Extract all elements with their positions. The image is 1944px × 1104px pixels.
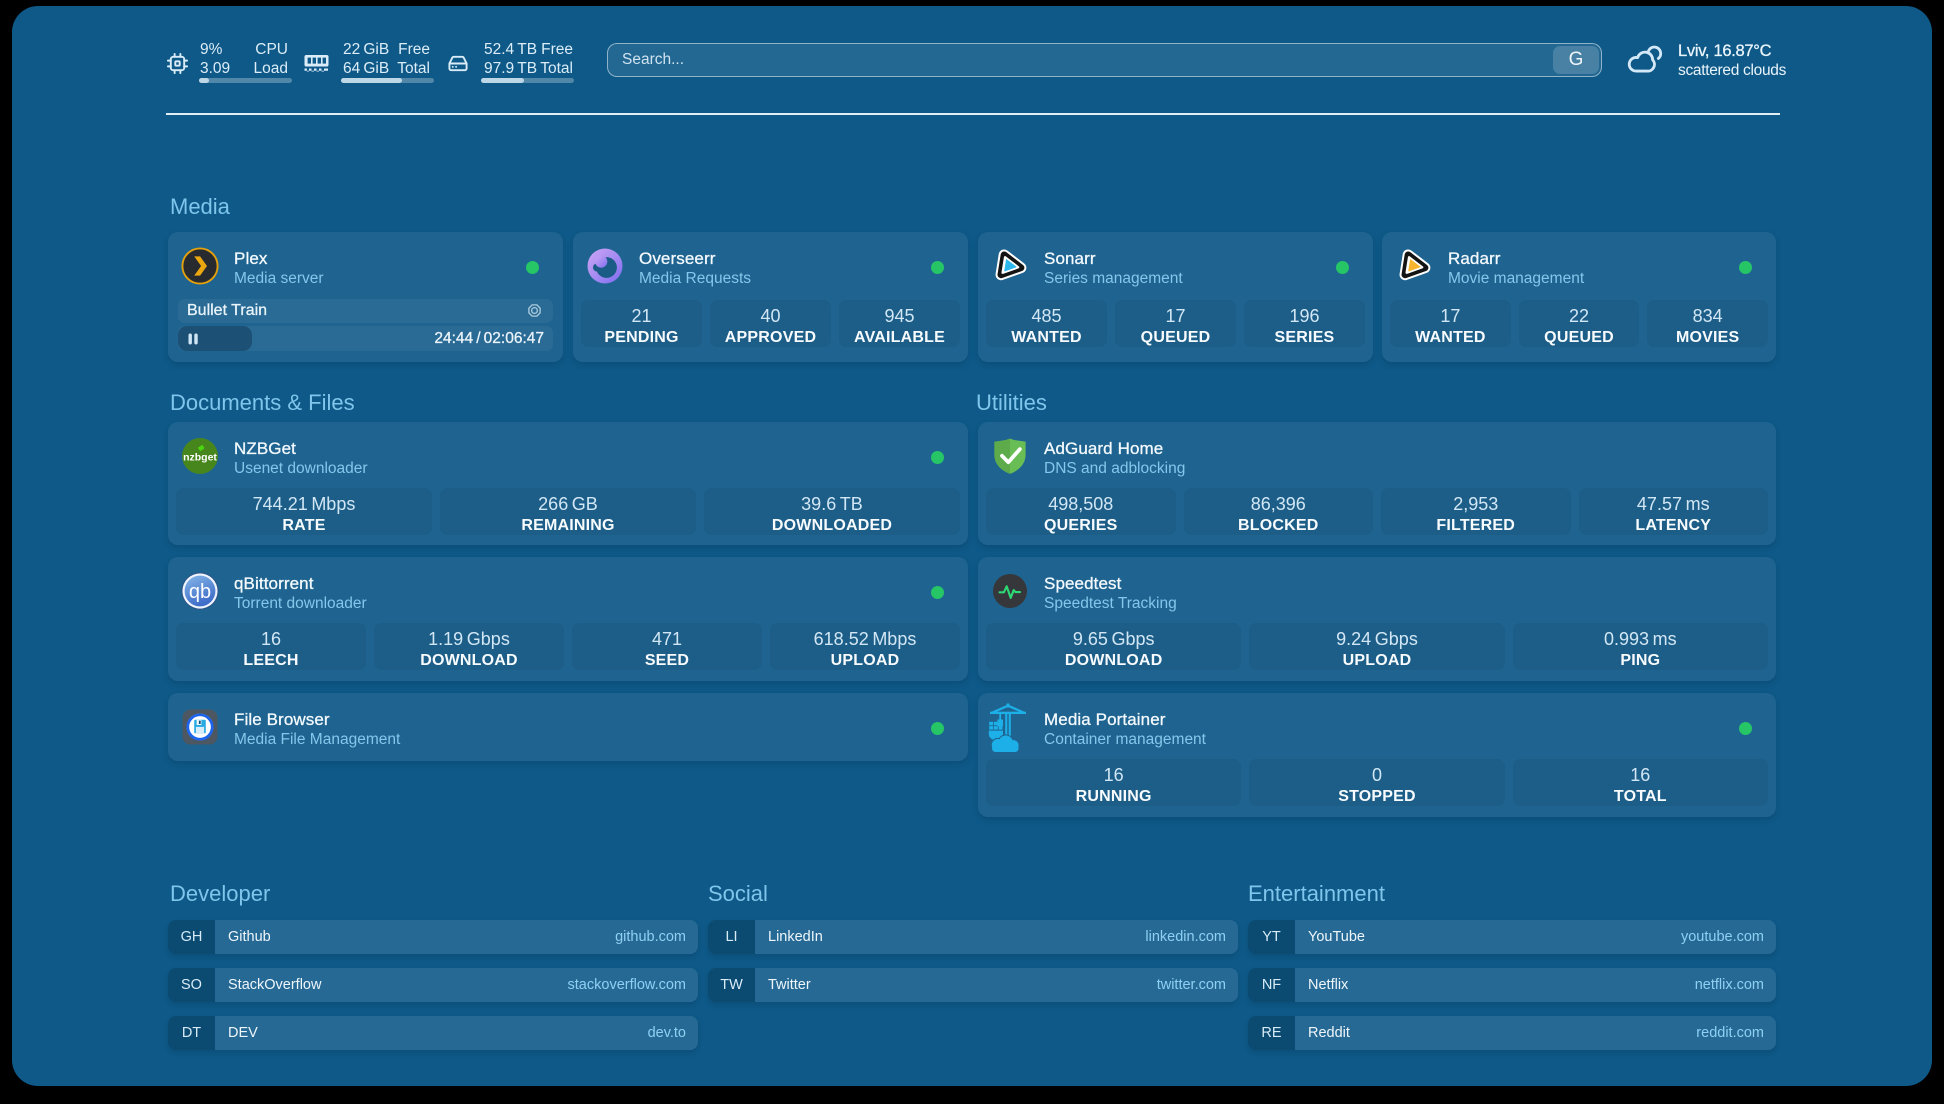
- svg-text:qb: qb: [189, 581, 211, 603]
- svg-text:nzbget: nzbget: [183, 452, 217, 464]
